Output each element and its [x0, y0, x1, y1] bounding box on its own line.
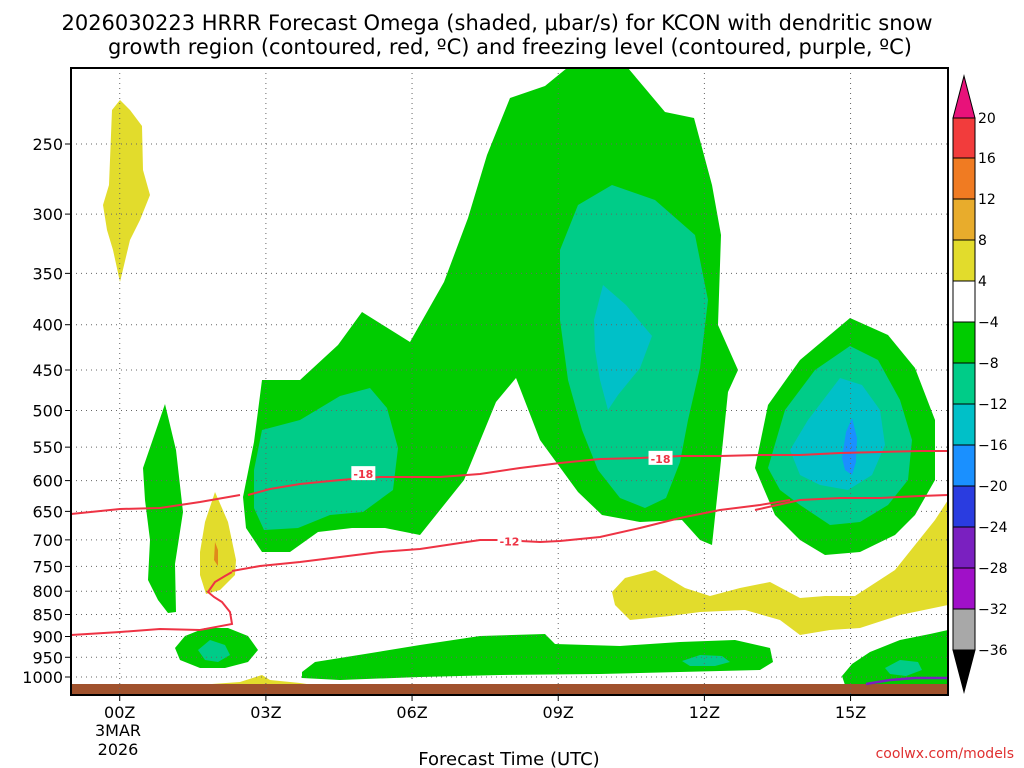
colorbar-swatch-minus12-16 — [952, 403, 976, 446]
x-tick-label: 15Z — [835, 703, 866, 722]
omega-region-yellow-bottom-strip — [212, 675, 320, 686]
y-tick-label: 950 — [32, 648, 63, 667]
colorbar-label: −32 — [978, 602, 1008, 618]
colorbar-label: −12 — [978, 397, 1008, 413]
colorbar-label: 8 — [978, 233, 987, 249]
colorbar-swatch-neutral — [952, 280, 976, 323]
omega-region-green-low-band — [302, 634, 773, 680]
x-tick-label: 12Z — [689, 703, 720, 722]
colorbar-label: −36 — [978, 643, 1008, 659]
colorbar-swatch-minus32-36 — [952, 608, 976, 651]
colorbar-label: 20 — [978, 111, 996, 127]
colorbar-labels: 20 16 12 8 4 −4 −8 −12 −16 −20 −24 −28 −32 −36 — [978, 111, 1008, 659]
colorbar-swatch-minus28-32 — [952, 567, 976, 610]
colorbar-bottom-arrow — [952, 649, 976, 694]
contour-labels: -18 -18 -12 — [351, 450, 673, 549]
x-date-label-year: 2026 — [98, 740, 139, 759]
y-axis: 250 300 350 400 450 500 550 600 650 700 750 800 850 9… — [22, 135, 71, 687]
colorbar-label: −8 — [978, 356, 999, 372]
contour-minus18-upper — [247, 450, 948, 496]
omega-region-green-bottom-right — [842, 630, 948, 688]
x-axis: 00Z 03Z 06Z 09Z 12Z 15Z — [104, 695, 866, 722]
y-tick-label: 500 — [32, 402, 63, 421]
omega-region-teal-left — [254, 388, 398, 530]
y-tick-label: 300 — [32, 205, 63, 224]
ground-surface — [71, 684, 948, 695]
colorbar-label: −28 — [978, 561, 1008, 577]
omega-region-teal-low-band — [682, 655, 730, 666]
y-tick-label: 750 — [32, 557, 63, 576]
colorbar-swatch-minus20-24 — [952, 485, 976, 528]
contour-minus18-right — [754, 494, 949, 511]
contour-left-hook — [70, 571, 234, 636]
y-tick-label: 550 — [32, 438, 63, 457]
colorbar-swatch-minus8-12 — [952, 362, 976, 405]
contour-label-bg — [648, 450, 673, 465]
colorbar-swatch-12-16 — [952, 157, 976, 200]
contour-label-bg — [351, 466, 376, 481]
omega-region-cyan-central — [594, 285, 652, 410]
colorbar-swatch-minus16-20 — [952, 444, 976, 487]
colorbar-swatch-4-8 — [952, 239, 976, 282]
colorbar-label: −16 — [978, 438, 1008, 454]
plot-frame — [70, 67, 949, 696]
omega-region-teal-small-low — [198, 640, 230, 662]
x-tick-label: 00Z — [104, 703, 135, 722]
freezing-level-contour — [865, 676, 948, 686]
contour-label: -12 — [500, 536, 520, 549]
contour-label-bg — [497, 533, 522, 548]
chart-title-line-1: 2026030223 HRRR Forecast Omega (shaded, … — [61, 11, 932, 35]
omega-region-teal-bottom-right — [885, 660, 922, 676]
grid-lines — [71, 68, 948, 695]
omega-shading — [103, 68, 948, 688]
y-tick-label: 400 — [32, 316, 63, 335]
x-tick-label: 03Z — [250, 703, 281, 722]
colorbar-swatch-minus24-28 — [952, 526, 976, 569]
colorbar-label: 12 — [978, 192, 996, 208]
colorbar-swatch-16-20 — [952, 117, 976, 159]
y-tick-label: 600 — [32, 472, 63, 491]
colorbar-label: −20 — [978, 479, 1008, 495]
colorbar-label: 16 — [978, 151, 996, 167]
colorbar — [952, 74, 976, 694]
omega-region-yellow-upper-left — [103, 100, 150, 282]
y-tick-label: 350 — [32, 264, 63, 283]
omega-region-blue-right — [842, 418, 857, 475]
y-tick-label: 250 — [32, 135, 63, 154]
y-tick-label: 900 — [32, 627, 63, 646]
x-date-label-month: 3MAR — [95, 721, 141, 740]
x-tick-label: 06Z — [396, 703, 427, 722]
x-axis-label: Forecast Time (UTC) — [418, 749, 599, 768]
x-tick-label: 09Z — [543, 703, 574, 722]
colorbar-label: −4 — [978, 315, 999, 331]
omega-region-yellow-lower-right — [612, 500, 948, 635]
colorbar-swatch-minus4-8 — [952, 321, 976, 364]
omega-region-yellow-left-narrow — [200, 492, 236, 594]
chart-title-line-2: growth region (contoured, red, ºC) and f… — [108, 35, 912, 59]
colorbar-swatch-8-12 — [952, 198, 976, 241]
y-tick-label: 1000 — [22, 668, 63, 687]
omega-region-cyan-right — [790, 378, 885, 490]
colorbar-label: 4 — [978, 274, 987, 290]
omega-region-orange-left-narrow — [214, 542, 218, 566]
y-tick-label: 800 — [32, 582, 63, 601]
contour-label: -18 — [353, 468, 373, 481]
colorbar-label: −24 — [978, 520, 1008, 536]
contour-minus12 — [70, 494, 241, 515]
y-tick-label: 850 — [32, 606, 63, 625]
colorbar-top-arrow — [952, 74, 976, 119]
credit-text: coolwx.com/models — [876, 746, 1014, 762]
y-tick-label: 700 — [32, 531, 63, 550]
contour-label: -18 — [651, 453, 671, 466]
y-tick-label: 650 — [32, 502, 63, 521]
y-tick-label: 450 — [32, 361, 63, 380]
